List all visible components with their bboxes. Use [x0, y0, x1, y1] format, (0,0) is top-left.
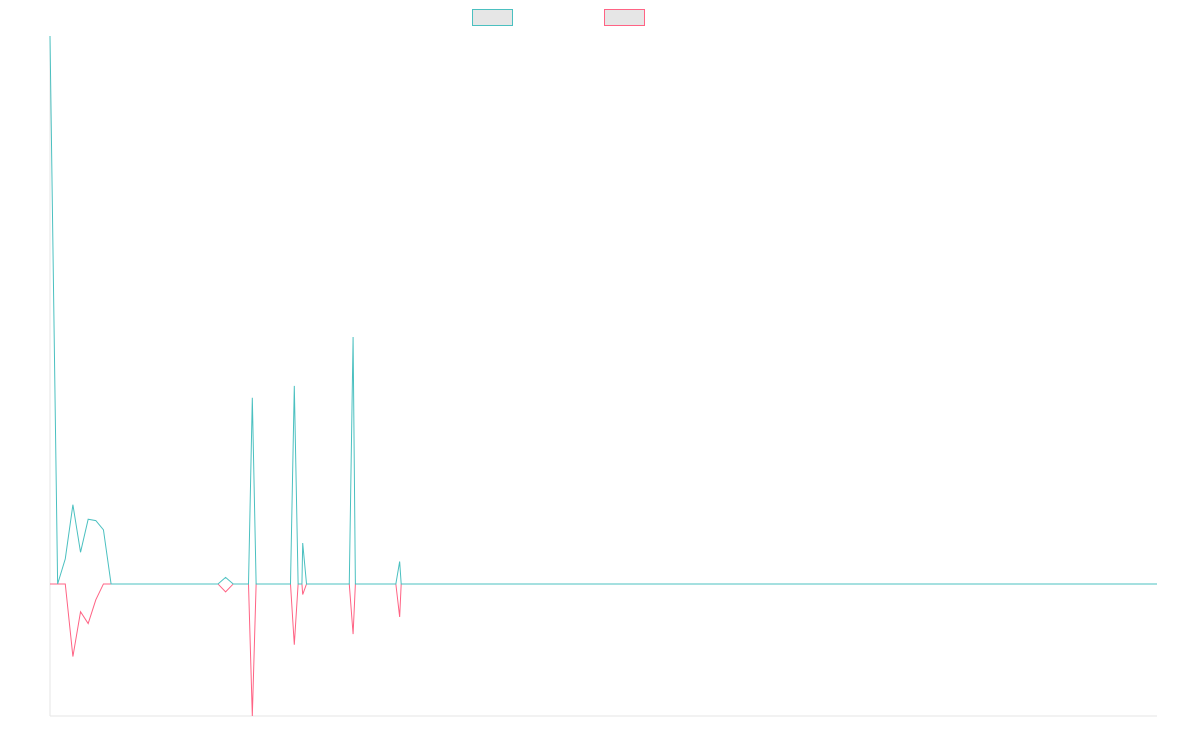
series-line-1	[49, 35, 1157, 585]
series-layer	[49, 35, 1157, 717]
legend-swatch-series-2[interactable]	[604, 9, 645, 26]
legend	[472, 9, 645, 26]
axes	[49, 36, 1157, 717]
legend-swatch-series-1[interactable]	[472, 9, 513, 26]
series-line-2	[50, 583, 1157, 717]
